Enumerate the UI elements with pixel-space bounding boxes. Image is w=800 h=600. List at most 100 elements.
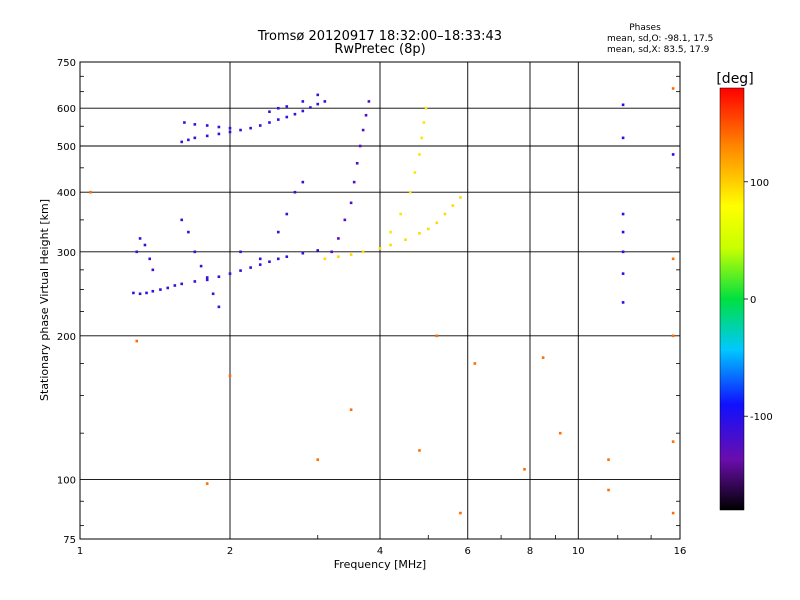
colorbar-tick-label: 100 — [750, 178, 769, 189]
data-point — [316, 458, 320, 461]
x-tick-label: 4 — [377, 546, 383, 557]
data-point — [422, 121, 426, 124]
colorbar-ticks: 100 0 -100 — [744, 178, 773, 423]
y-tick-label: 750 — [57, 58, 76, 69]
x-tick-label: 10 — [572, 546, 585, 557]
data-point — [217, 275, 221, 279]
data-point — [180, 282, 184, 286]
data-point — [249, 266, 252, 269]
data-point — [558, 431, 562, 435]
data-point — [418, 153, 421, 156]
data-point — [418, 449, 421, 452]
data-point — [361, 250, 365, 254]
data-point — [285, 105, 289, 108]
data-point — [239, 269, 242, 272]
data-point — [349, 253, 353, 256]
data-point — [301, 109, 305, 113]
data-point — [523, 467, 526, 471]
data-point — [349, 201, 353, 205]
data-point — [205, 124, 209, 127]
data-point — [607, 488, 610, 492]
stats-header: Phases — [629, 23, 661, 33]
data-point — [285, 255, 289, 259]
data-point — [301, 251, 305, 255]
chart-subtitle: RwPretec (8p) — [334, 42, 425, 57]
y-tick-label: 400 — [57, 188, 76, 199]
data-point — [180, 140, 184, 144]
data-point — [205, 278, 209, 282]
data-point — [435, 221, 439, 225]
data-point — [148, 257, 152, 261]
data-point — [621, 136, 625, 140]
data-point — [621, 301, 625, 304]
y-tick-label: 75 — [63, 535, 76, 546]
data-point — [187, 230, 190, 234]
data-point — [268, 260, 271, 264]
data-point — [424, 106, 428, 110]
colorbar-label: [deg] — [716, 71, 753, 87]
data-point — [671, 257, 675, 261]
data-point — [217, 132, 221, 136]
data-point — [239, 250, 242, 254]
x-tick-label: 1 — [77, 546, 83, 557]
data-points — [89, 87, 675, 515]
data-point — [205, 482, 209, 485]
data-point — [404, 238, 407, 242]
x-tick-label: 8 — [527, 546, 533, 557]
data-point — [276, 118, 280, 121]
data-point — [193, 123, 197, 126]
data-point — [316, 249, 320, 252]
data-point — [276, 230, 280, 234]
data-point — [166, 286, 170, 290]
data-point — [173, 284, 177, 287]
data-point — [358, 144, 362, 148]
y-tick-label: 100 — [57, 475, 76, 486]
y-tick-label: 600 — [57, 104, 76, 115]
data-point — [217, 305, 221, 309]
data-point — [343, 218, 347, 222]
data-point — [138, 292, 142, 296]
x-axis-label: Frequency [MHz] — [334, 558, 426, 571]
data-point — [301, 100, 305, 103]
data-point — [199, 264, 203, 268]
data-point — [671, 87, 675, 90]
data-point — [671, 153, 675, 156]
data-point — [316, 102, 320, 106]
data-point — [135, 339, 139, 343]
data-point — [413, 171, 417, 174]
data-point — [268, 121, 271, 124]
data-point — [426, 227, 430, 231]
data-point — [228, 272, 232, 275]
data-point — [239, 128, 242, 132]
stats-line-x: mean, sd,X: 83.5, 17.9 — [607, 45, 710, 55]
data-point — [451, 204, 455, 207]
data-point — [364, 113, 368, 117]
data-point — [408, 190, 412, 194]
data-point — [228, 374, 232, 377]
data-point — [459, 196, 462, 199]
data-point — [258, 124, 262, 127]
x-tick-label: 16 — [674, 546, 687, 557]
data-point — [621, 272, 625, 275]
y-tick-label: 300 — [57, 248, 76, 259]
data-point — [132, 291, 135, 295]
data-point — [145, 291, 148, 295]
data-point — [205, 276, 209, 279]
data-point — [268, 110, 271, 114]
colorbar — [719, 87, 745, 511]
data-point — [399, 212, 402, 216]
data-point — [285, 115, 289, 119]
data-point — [316, 93, 320, 97]
data-point — [228, 130, 232, 134]
data-point — [355, 161, 359, 165]
data-point — [151, 268, 155, 272]
data-point — [89, 190, 92, 194]
x-tick-label: 6 — [465, 546, 471, 557]
x-tick-label: 2 — [227, 546, 233, 557]
data-point — [151, 289, 155, 293]
grid-lines — [80, 62, 680, 539]
y-tick-label: 500 — [57, 142, 76, 153]
data-point — [135, 250, 139, 254]
data-point — [276, 257, 280, 261]
